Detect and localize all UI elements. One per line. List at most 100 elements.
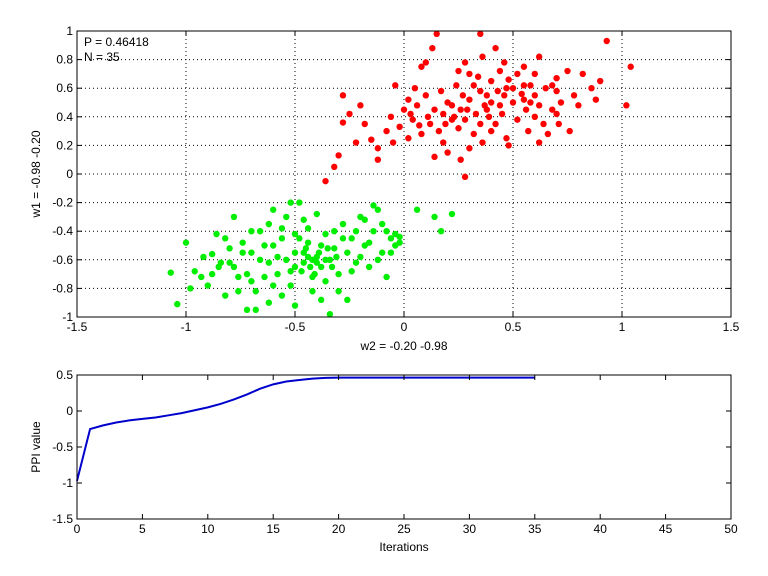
green-cluster-point [208,250,216,258]
green-cluster-point [261,242,268,249]
red-cluster-point [448,102,456,109]
green-cluster-point [383,273,390,281]
red-cluster-point [477,120,484,128]
red-cluster-point [553,74,560,82]
red-cluster-point [492,44,499,52]
green-cluster-point [331,228,338,235]
red-cluster-point [494,87,501,95]
red-cluster-point [479,53,486,60]
red-cluster-point [520,96,528,103]
green-cluster-point [261,273,268,281]
red-cluster-point [527,99,534,106]
red-cluster-point [461,173,469,181]
line-x-tick-label: 45 [659,522,673,536]
scatter-y-tick-label: -0.6 [52,253,73,267]
green-cluster-point [307,263,314,271]
line-x-tick-label: 5 [139,522,146,536]
green-cluster-point [230,213,238,221]
scatter-y-axis-label: w1 = -0.98 -0.20 [29,130,43,218]
scatter-x-tick-label: 0 [401,320,408,334]
red-cluster-point [431,106,438,113]
red-cluster-point [422,59,429,66]
red-cluster-point [479,139,486,146]
red-cluster-point [477,87,484,95]
green-cluster-point [315,249,323,256]
green-cluster-point [339,220,347,228]
red-cluster-point [453,82,460,89]
line-x-axis-label: Iterations [379,540,428,554]
red-cluster-point [514,116,521,123]
red-cluster-point [440,110,447,118]
red-cluster-point [409,116,416,123]
line-y-axis-label: PPI value [29,421,43,473]
red-cluster-point [374,156,382,163]
scatter-ticks: -1.5 -1 -0.5 0 0.5 1 1.5-1-0.8-0.6-0.4-0.200.2… [52,24,739,334]
green-cluster-point [291,230,299,238]
red-cluster-point [527,82,534,89]
red-cluster-point [555,120,562,128]
green-cluster-point [278,225,286,232]
red-cluster-point [440,139,447,146]
red-cluster-point [498,110,506,118]
scatter-y-tick-label: -0.8 [52,281,73,295]
green-cluster-point [387,235,395,242]
green-cluster-point [304,239,312,246]
red-cluster-point [588,85,595,92]
red-cluster-point [520,82,528,89]
red-cluster-point [405,96,412,103]
red-cluster-point [623,102,630,109]
red-cluster-point [535,139,543,146]
scatter-x-axis-label: w2 = -0.20 -0.98 [359,339,447,353]
red-cluster-point [501,59,508,66]
green-cluster-point [291,263,299,271]
red-cluster-point [437,87,445,95]
green-cluster-point [322,256,329,263]
red-cluster-point [531,92,538,99]
red-cluster-point [389,139,397,146]
scatter-x-tick-label: 0.5 [505,320,522,334]
green-cluster-point [300,259,307,266]
scatter-x-tick-label: 1 [619,320,626,334]
red-cluster-point [509,99,517,106]
red-cluster-point [542,85,549,92]
green-cluster-point [235,273,242,281]
red-cluster-point [531,113,538,121]
red-cluster-point [387,113,395,121]
green-cluster-point [379,249,386,256]
red-cluster-point [474,73,482,80]
green-cluster-point [374,256,382,263]
red-cluster-point [525,127,532,135]
red-cluster-point [459,92,467,99]
red-cluster-point [566,127,573,135]
line-x-tick-label: 0 [74,522,81,536]
green-cluster-point [304,253,312,261]
scatter-y-tick-label: 0.2 [56,138,73,152]
green-cluster-point [213,230,220,238]
green-cluster-point [270,282,277,289]
red-cluster-point [514,70,521,78]
scatter-plot: -1.5 -1 -0.5 0 0.5 1 1.5-1-0.8-0.6-0.4-0.200.2… [29,24,740,353]
line-x-tick-label: 10 [201,522,215,536]
green-cluster-point [365,239,373,246]
red-cluster-point [535,53,543,60]
scatter-y-tick-label: -1 [62,310,73,324]
red-cluster-point [346,110,353,118]
red-cluster-point [450,113,458,121]
line-x-tick-label: 50 [724,522,738,536]
green-cluster-point [317,263,325,271]
green-cluster-point [287,282,294,289]
red-cluster-point [470,82,477,89]
red-cluster-point [461,59,469,66]
green-cluster-point [383,228,390,235]
green-cluster-point [270,206,277,213]
green-cluster-point [313,210,320,218]
green-cluster-point [344,249,351,256]
red-cluster-point [331,163,338,171]
red-cluster-point [553,87,560,95]
scatter-x-tick-label: -0.5 [285,320,306,334]
scatter-y-tick-label: 1 [66,24,73,38]
green-cluster-point [265,259,273,266]
green-cluster-point [278,235,286,242]
scatter-x-tick-label: -1 [181,320,192,334]
